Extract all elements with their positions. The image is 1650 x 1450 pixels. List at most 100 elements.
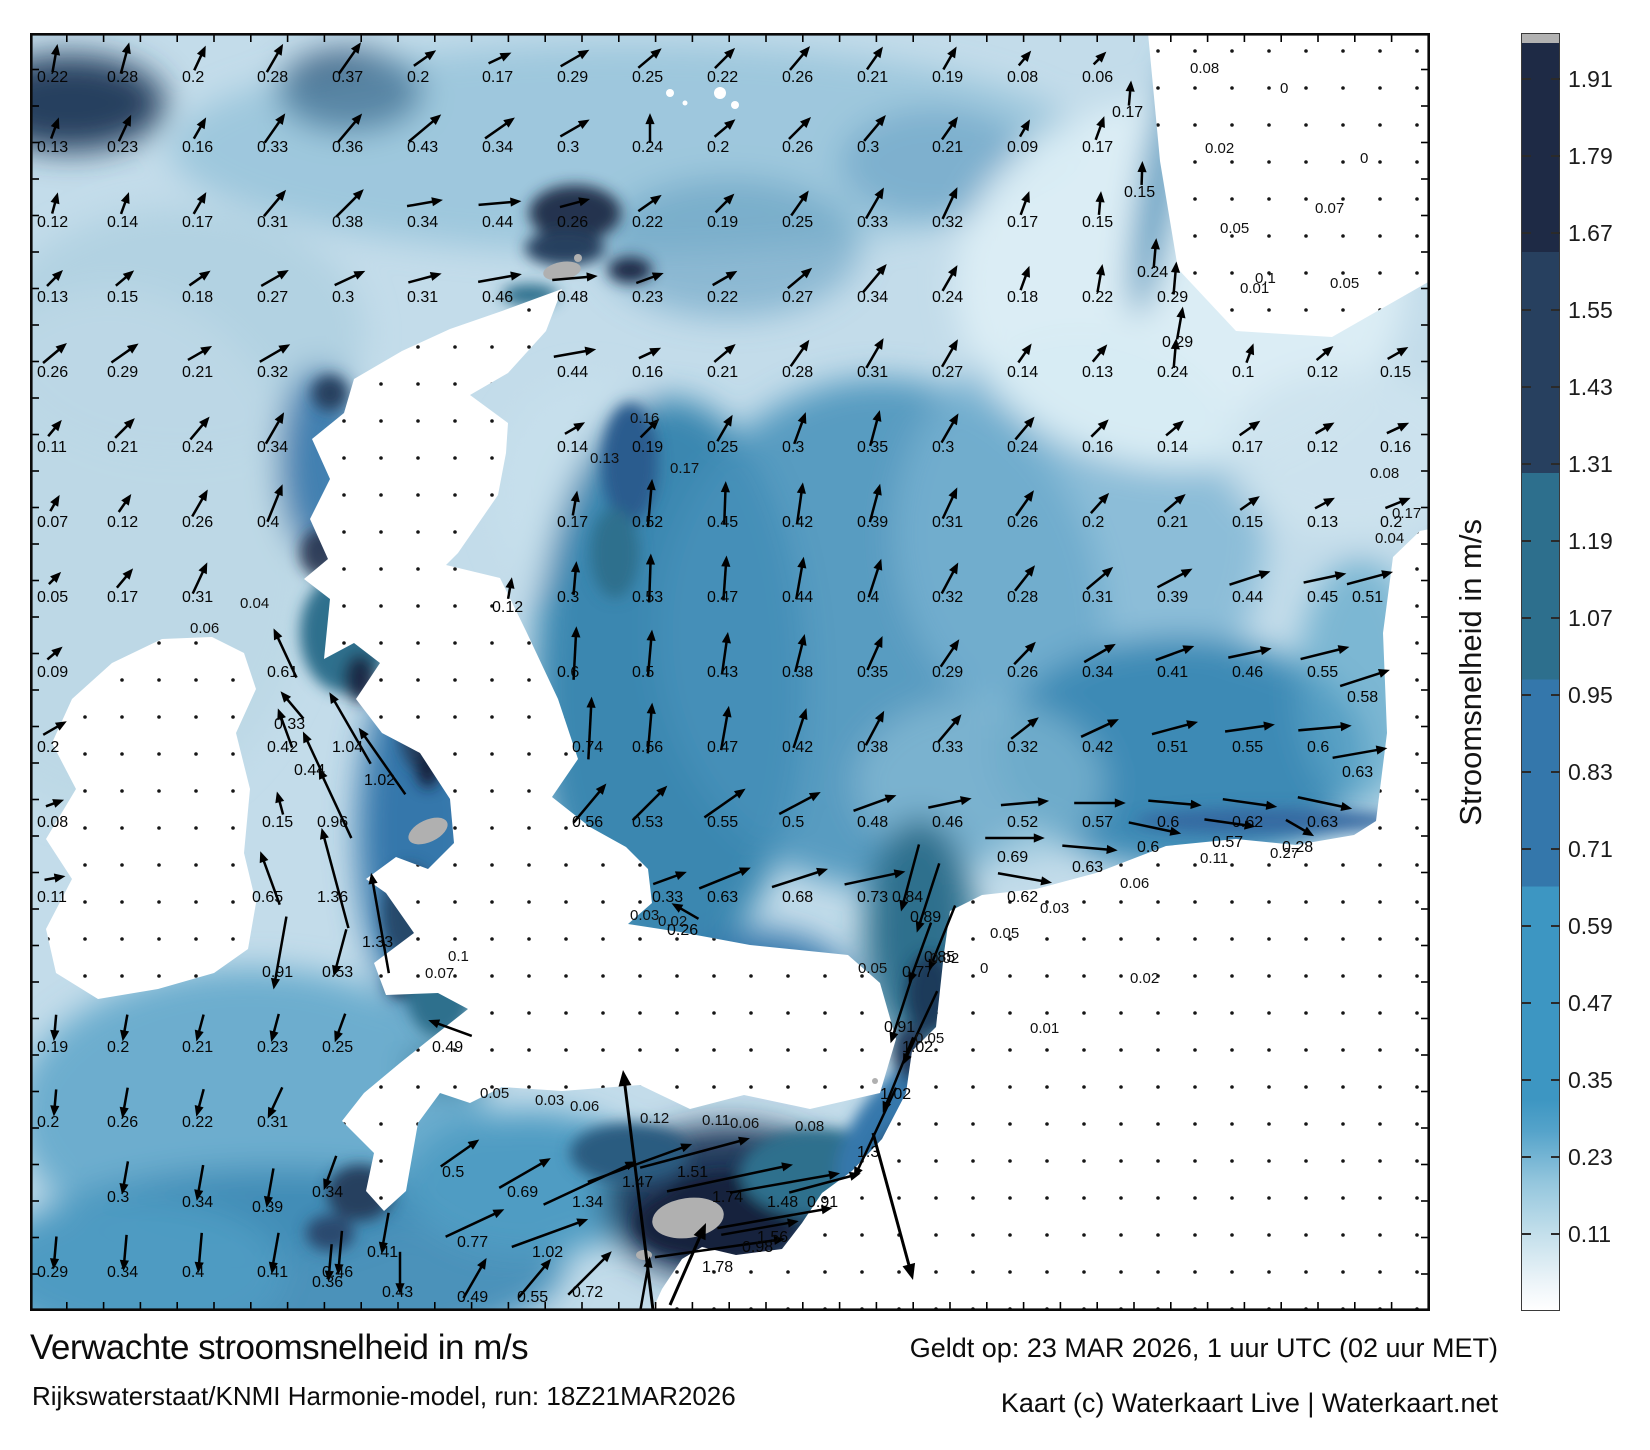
current-arrow: [1300, 645, 1350, 661]
current-value-label: 0.34: [312, 1184, 343, 1201]
current-arrow: [46, 646, 63, 661]
big-arrows-layer: [618, 1069, 916, 1311]
current-arrow: [1010, 717, 1039, 740]
current-value-label: 0.12: [492, 599, 523, 616]
current-value-label: 0.38: [782, 664, 813, 681]
current-value-label: 0.56: [572, 814, 603, 831]
current-arrow: [572, 783, 607, 824]
current-arrow: [50, 1014, 60, 1042]
current-value-label: 0.25: [322, 1039, 353, 1056]
current-value-label: 0.42: [267, 739, 298, 756]
current-value-label: 0.91: [807, 1194, 838, 1211]
valid-time: Geldt op: 23 MAR 2026, 1 uur UTC (02 uur…: [909, 1333, 1498, 1363]
current-arrow: [1285, 818, 1315, 837]
current-arrow: [729, 1170, 840, 1194]
current-value-label-small: 0.06: [730, 1115, 759, 1132]
current-value-label: 0.34: [482, 139, 513, 156]
current-value-label: 0.69: [507, 1184, 538, 1201]
colorbar-tick-mark: [1551, 232, 1560, 234]
current-arrow: [47, 571, 62, 586]
current-arrow: [269, 1013, 280, 1043]
colorbar-tick-mark: [1522, 540, 1531, 542]
current-arrow: [194, 1088, 205, 1117]
current-arrow: [719, 705, 732, 751]
current-value-label: 0.44: [782, 589, 813, 606]
current-value-label-small: 0.06: [1120, 875, 1149, 892]
colorbar-tick-label: 0.35: [1568, 1067, 1613, 1093]
current-value-label: 0.31: [257, 214, 288, 231]
current-arrow: [260, 270, 289, 288]
current-value-label: 0.38: [857, 739, 888, 756]
current-arrow: [586, 696, 596, 760]
current-value-label: 0.77: [457, 1234, 488, 1251]
current-arrow: [940, 339, 958, 368]
current-arrow: [703, 788, 746, 819]
colorbar-tick-label: 0.83: [1568, 759, 1613, 785]
current-value-label-small: 0.02: [1130, 970, 1159, 987]
current-arrow: [1229, 570, 1271, 586]
current-value-label: 1.78: [702, 1259, 733, 1276]
current-value-label-small: 0.08: [1370, 465, 1399, 482]
current-arrow: [336, 113, 363, 144]
current-value-label: 0.07: [37, 514, 68, 531]
current-value-label: 0.42: [782, 739, 813, 756]
current-value-label: 0.3: [857, 139, 879, 156]
current-arrow: [720, 481, 730, 525]
colorbar-tick-label: 1.43: [1568, 374, 1613, 400]
current-value-label: 0.36: [332, 139, 363, 156]
current-arrow: [1150, 238, 1160, 268]
current-value-label: 0.55: [1307, 664, 1338, 681]
current-value-label: 0.2: [407, 69, 429, 86]
current-arrow: [1092, 51, 1107, 66]
current-value-label: 0.52: [1007, 814, 1038, 831]
current-arrow: [517, 1258, 552, 1299]
current-arrow: [268, 1232, 280, 1274]
current-value-label: 0.12: [1307, 439, 1338, 456]
current-arrow: [638, 347, 662, 360]
colorbar-tick-mark: [1522, 848, 1531, 850]
current-value-label: 0.1: [1232, 364, 1254, 381]
current-value-label: 0.13: [1307, 514, 1338, 531]
current-arrow: [49, 494, 60, 512]
current-arrow: [188, 270, 211, 287]
current-value-label-small: 0.05: [480, 1085, 509, 1102]
current-arrow: [395, 1251, 405, 1295]
current-value-label: 1.33: [362, 934, 393, 951]
current-arrow: [117, 494, 132, 513]
current-value-label: 0.32: [257, 364, 288, 381]
current-value-label: 0.19: [37, 1039, 68, 1056]
current-value-label: 0.22: [707, 289, 738, 306]
current-value-label: 0.17: [1112, 104, 1143, 121]
current-arrow: [334, 1013, 347, 1043]
current-arrow: [788, 116, 812, 140]
current-arrow: [194, 1014, 205, 1042]
current-arrow: [915, 863, 941, 933]
current-value-label: 0.34: [857, 289, 888, 306]
current-arrow: [646, 629, 656, 677]
current-value-label: 0.55: [1232, 739, 1263, 756]
current-arrow: [1303, 571, 1347, 584]
current-value-label: 0.2: [182, 69, 204, 86]
current-value-label: 0.21: [182, 364, 213, 381]
current-value-label-small: 0.1: [448, 948, 469, 965]
colorbar-tick-mark: [1522, 771, 1531, 773]
current-value-label: 0.09: [1007, 139, 1038, 156]
current-value-label-small: 0.03: [1040, 900, 1069, 917]
current-value-label: 0.33: [257, 139, 288, 156]
current-arrow: [1083, 643, 1116, 664]
current-arrow: [720, 632, 731, 675]
current-value-label: 0.23: [107, 139, 138, 156]
current-arrow: [324, 1244, 334, 1282]
current-arrow: [478, 197, 522, 207]
current-arrow: [194, 1164, 205, 1201]
current-value-label: 0.91: [262, 964, 293, 981]
current-value-label: 0.11: [37, 439, 67, 456]
current-arrow: [42, 721, 67, 736]
current-value-label: 0.28: [107, 69, 138, 86]
current-arrow: [1128, 821, 1182, 836]
current-value-label-small: 0.06: [570, 1098, 599, 1115]
colorbar-tick-mark: [1522, 1079, 1531, 1081]
current-arrow: [853, 794, 897, 812]
current-arrow: [378, 1212, 390, 1254]
current-value-label: 0.15: [1124, 184, 1155, 201]
